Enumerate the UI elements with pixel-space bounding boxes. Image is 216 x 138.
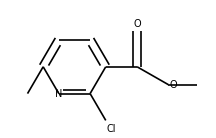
Text: N: N — [55, 89, 62, 99]
Text: Cl: Cl — [107, 124, 116, 134]
Text: O: O — [133, 19, 141, 29]
Text: O: O — [170, 80, 177, 90]
